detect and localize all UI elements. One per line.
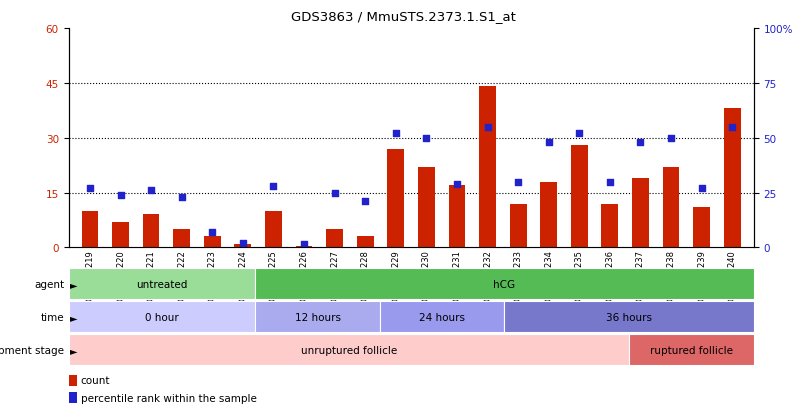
Bar xyxy=(663,168,679,248)
Point xyxy=(144,188,157,194)
Bar xyxy=(69,392,77,403)
Bar xyxy=(326,230,343,248)
Text: hCG: hCG xyxy=(493,279,516,289)
Point xyxy=(604,179,617,185)
Text: 36 hours: 36 hours xyxy=(606,312,652,322)
Point xyxy=(267,183,280,190)
Bar xyxy=(388,149,404,248)
Bar xyxy=(448,186,465,248)
Point xyxy=(420,135,433,142)
Text: ►: ► xyxy=(70,312,77,322)
Bar xyxy=(357,237,374,248)
Bar xyxy=(81,211,98,248)
Text: count: count xyxy=(81,375,110,385)
Bar xyxy=(418,168,434,248)
Point xyxy=(665,135,678,142)
Bar xyxy=(629,335,754,366)
Text: 24 hours: 24 hours xyxy=(419,312,465,322)
Point xyxy=(725,124,738,131)
Text: development stage: development stage xyxy=(0,345,64,355)
Point xyxy=(542,140,555,146)
Text: untreated: untreated xyxy=(136,279,188,289)
Point xyxy=(84,185,97,192)
Point xyxy=(695,185,708,192)
Point xyxy=(297,241,310,248)
Point xyxy=(359,199,372,205)
Text: 0 hour: 0 hour xyxy=(145,312,179,322)
Point xyxy=(328,190,341,196)
Point xyxy=(634,140,647,146)
Bar xyxy=(540,182,557,248)
Text: ►: ► xyxy=(70,279,77,289)
Bar xyxy=(693,208,710,248)
Bar xyxy=(235,244,251,248)
Bar xyxy=(571,146,588,248)
Point xyxy=(389,131,402,137)
Text: unruptured follicle: unruptured follicle xyxy=(301,345,397,355)
Bar xyxy=(256,301,380,332)
Point xyxy=(206,229,218,236)
Text: time: time xyxy=(41,312,64,322)
Bar xyxy=(204,237,221,248)
Text: ►: ► xyxy=(70,345,77,355)
Point xyxy=(573,131,586,137)
Bar xyxy=(479,87,496,248)
Bar xyxy=(69,335,629,366)
Text: GDS3863 / MmuSTS.2373.1.S1_at: GDS3863 / MmuSTS.2373.1.S1_at xyxy=(290,10,516,23)
Bar xyxy=(724,109,741,248)
Text: percentile rank within the sample: percentile rank within the sample xyxy=(81,393,257,403)
Point xyxy=(451,181,463,188)
Bar xyxy=(69,301,256,332)
Bar xyxy=(256,268,754,299)
Bar xyxy=(69,375,77,386)
Point xyxy=(236,240,249,247)
Bar xyxy=(509,204,526,248)
Bar xyxy=(265,211,282,248)
Bar xyxy=(380,301,505,332)
Bar xyxy=(296,246,313,248)
Text: agent: agent xyxy=(35,279,64,289)
Text: ruptured follicle: ruptured follicle xyxy=(650,345,733,355)
Bar xyxy=(601,204,618,248)
Point xyxy=(481,124,494,131)
Bar xyxy=(173,230,190,248)
Bar xyxy=(632,178,649,248)
Point xyxy=(114,192,127,199)
Point xyxy=(175,194,188,201)
Point xyxy=(512,179,525,185)
Bar xyxy=(505,301,754,332)
Bar xyxy=(143,215,160,248)
Bar xyxy=(69,268,256,299)
Bar xyxy=(112,222,129,248)
Text: 12 hours: 12 hours xyxy=(295,312,341,322)
